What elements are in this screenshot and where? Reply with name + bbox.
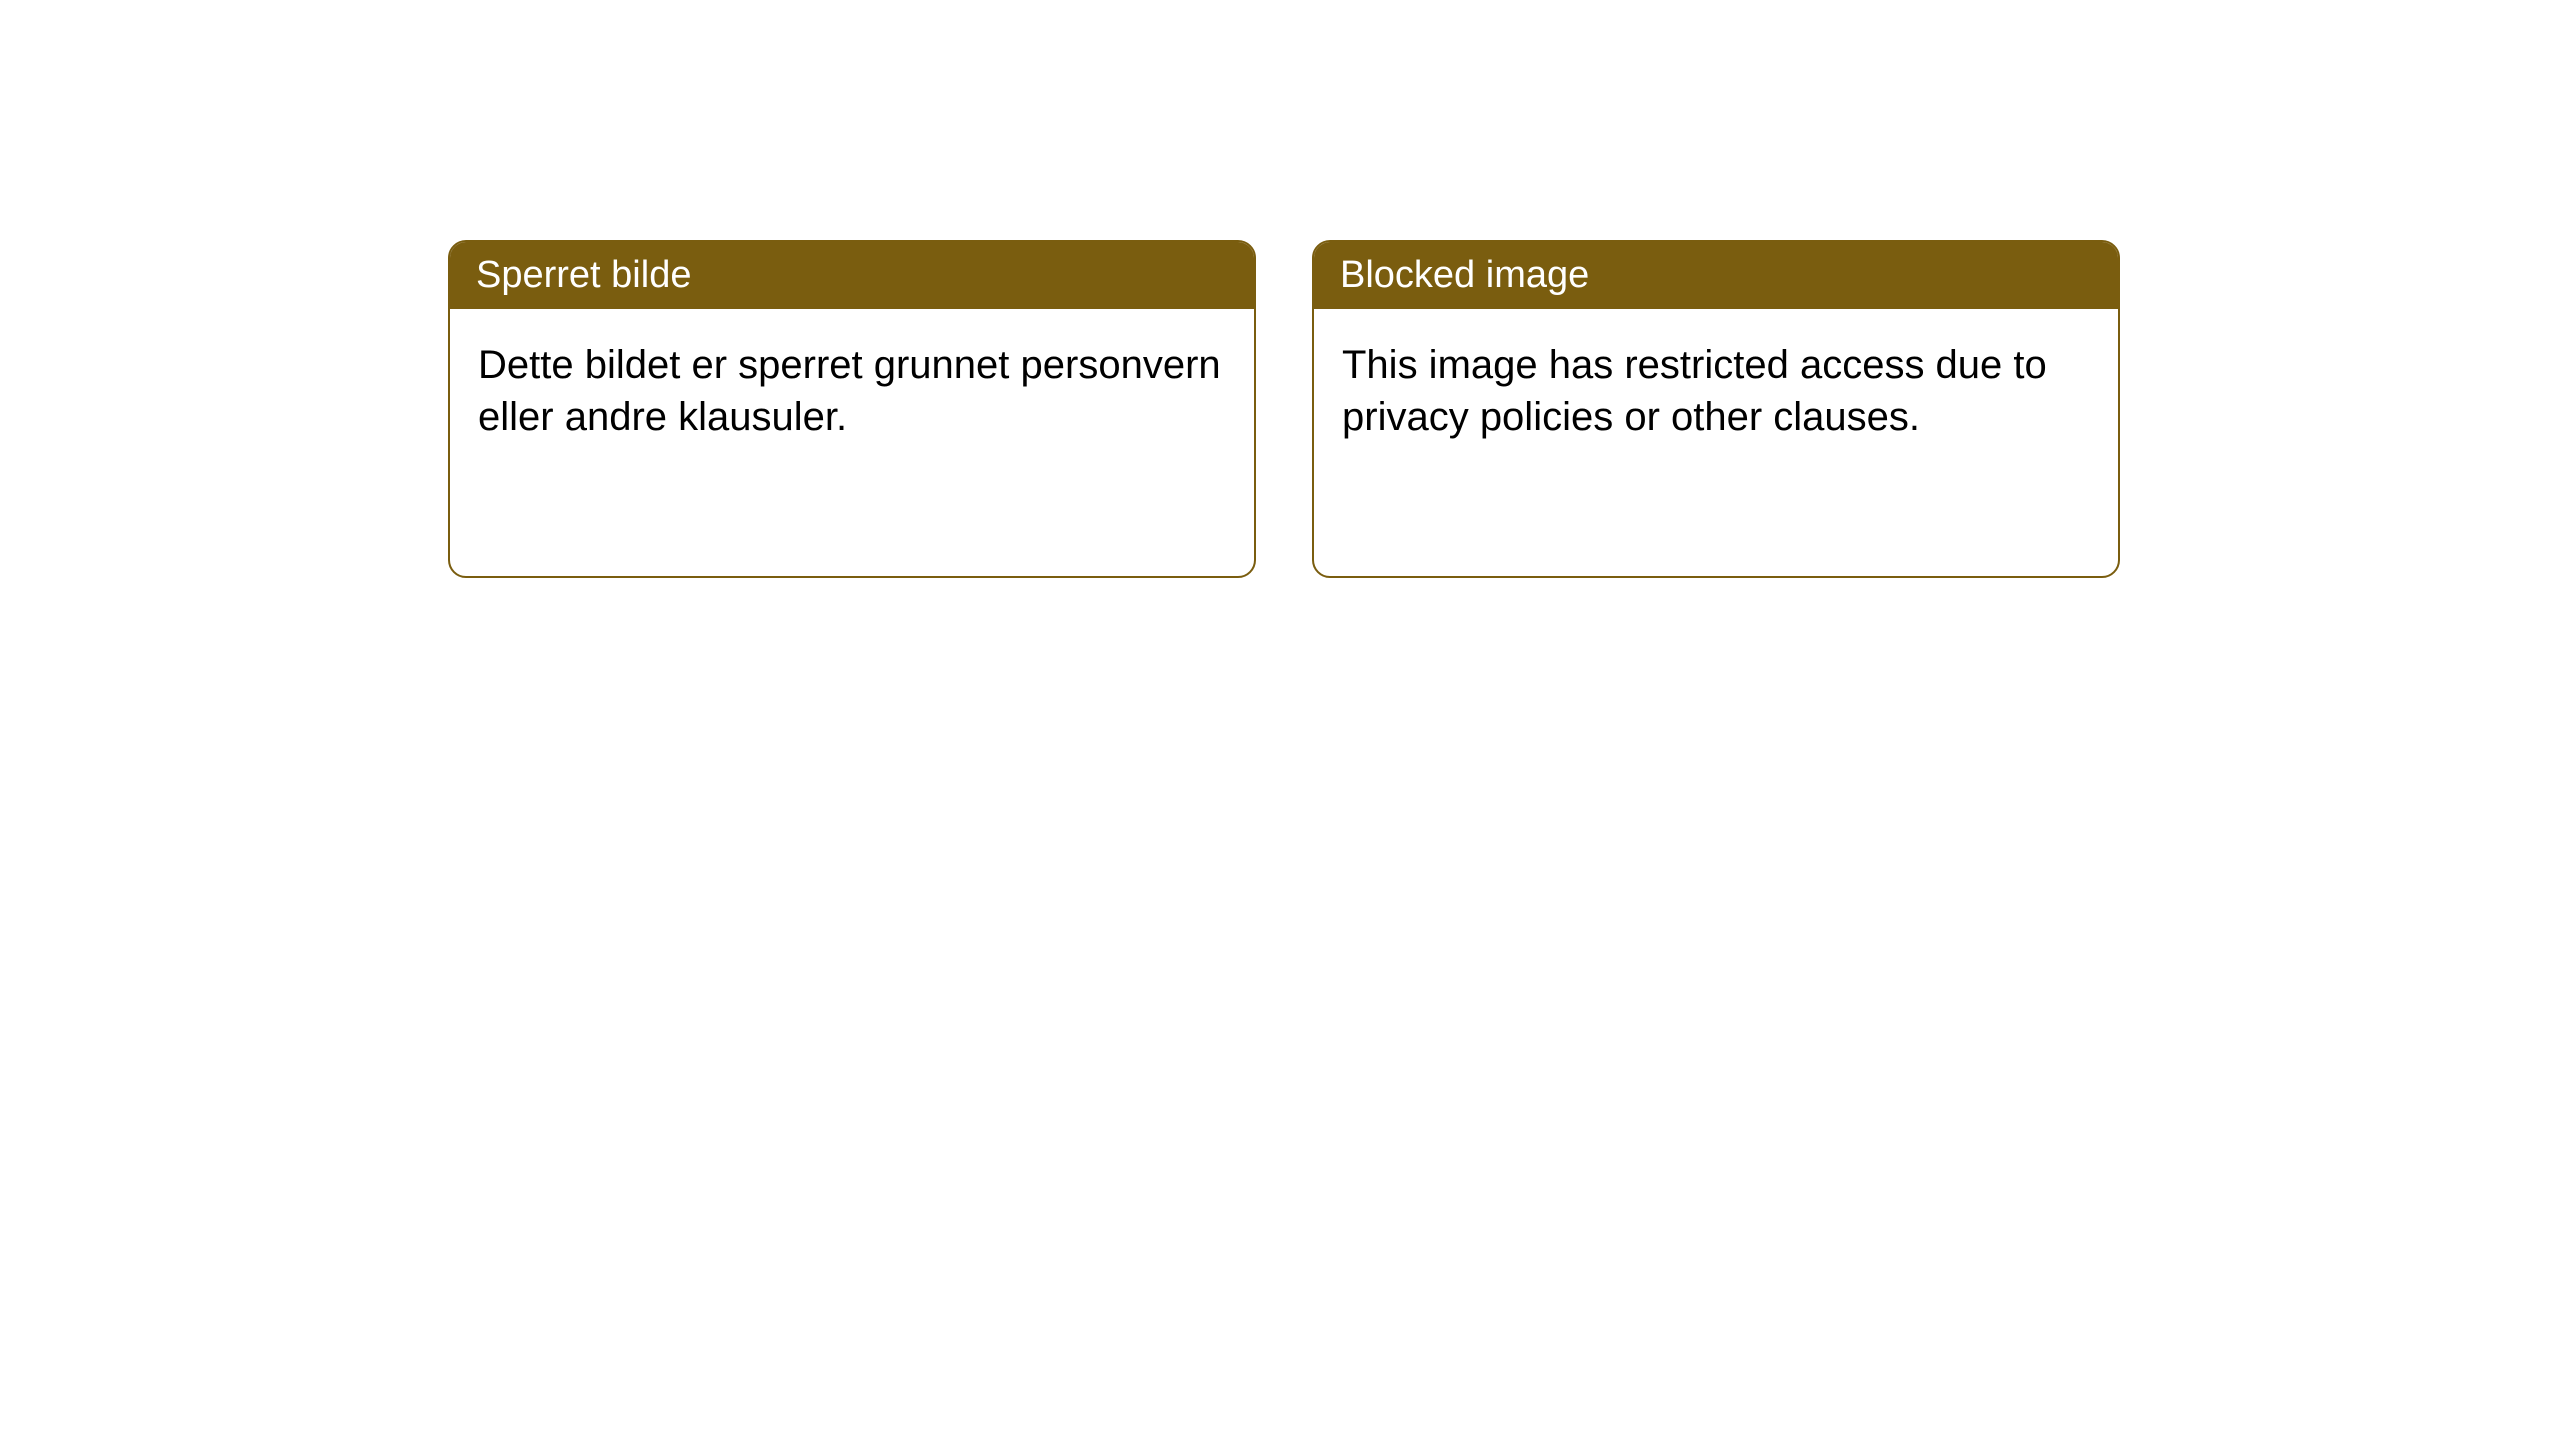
card-header-no: Sperret bilde bbox=[450, 242, 1254, 309]
cards-container: Sperret bilde Dette bildet er sperret gr… bbox=[0, 0, 2560, 578]
blocked-image-card-no: Sperret bilde Dette bildet er sperret gr… bbox=[448, 240, 1256, 578]
card-body-text-en: This image has restricted access due to … bbox=[1342, 343, 2047, 439]
card-header-en: Blocked image bbox=[1314, 242, 2118, 309]
card-title-no: Sperret bilde bbox=[476, 254, 691, 296]
card-body-en: This image has restricted access due to … bbox=[1314, 309, 2118, 473]
card-body-no: Dette bildet er sperret grunnet personve… bbox=[450, 309, 1254, 473]
blocked-image-card-en: Blocked image This image has restricted … bbox=[1312, 240, 2120, 578]
card-body-text-no: Dette bildet er sperret grunnet personve… bbox=[478, 343, 1221, 439]
card-title-en: Blocked image bbox=[1340, 254, 1589, 296]
